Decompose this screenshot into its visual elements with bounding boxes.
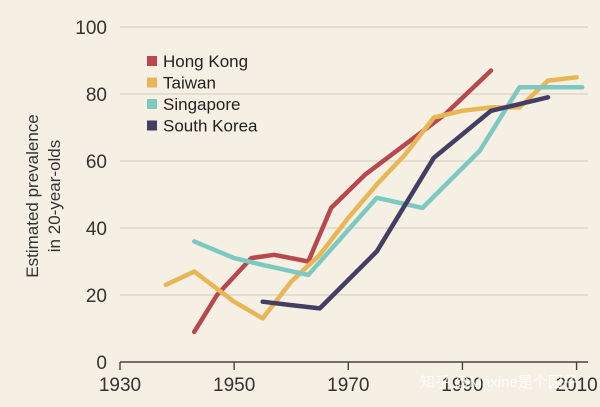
legend-label: South Korea: [163, 117, 258, 136]
y-tick-label: 100: [75, 18, 107, 39]
legend-swatch: [147, 120, 157, 131]
y-tick-label: 40: [86, 219, 107, 240]
x-tick-label: 1930: [99, 375, 141, 396]
y-tick-label: 20: [86, 286, 107, 307]
legend-label: Singapore: [163, 95, 241, 114]
gridlines: [120, 26, 588, 296]
legend-swatch: [147, 99, 157, 109]
y-axis-label-line-1: Estimated prevalence: [23, 114, 42, 277]
series-line-south-korea: [260, 95, 551, 311]
legend: Hong Kong Taiwan Singapore South Korea: [147, 52, 258, 136]
legend-swatch: [147, 56, 157, 66]
x-tick-label: 1950: [213, 375, 255, 396]
y-tick-label: 80: [86, 85, 107, 106]
legend-label: Taiwan: [163, 74, 216, 93]
x-tick-label: 2010: [555, 375, 597, 396]
series-lines: [163, 68, 585, 335]
y-tick-label: 0: [96, 353, 107, 374]
axes: 0 20 40 60 80 100 1930 1950 1970 1990 2010: [75, 18, 597, 396]
x-tick-label: 1990: [441, 375, 483, 396]
watermark-text: 知乎 @Maxine是个园子: [420, 374, 578, 391]
x-tick-label: 1970: [327, 375, 369, 396]
y-tick-label: 60: [86, 152, 107, 173]
y-axis-label-line-2: in 20-year-olds: [45, 140, 64, 252]
legend-swatch: [147, 77, 157, 88]
series-line-singapore: [191, 85, 585, 278]
legend-label: Hong Kong: [163, 52, 248, 71]
